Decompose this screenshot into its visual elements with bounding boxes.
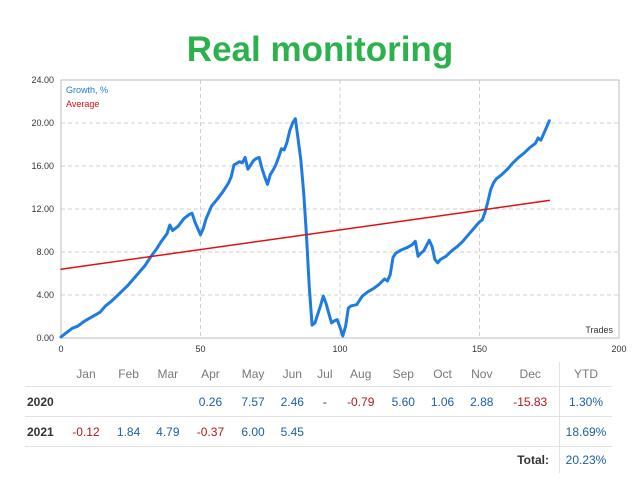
total-label: Total: xyxy=(517,453,549,467)
month-return-cell xyxy=(462,416,502,447)
legend-growth: Growth, % xyxy=(66,85,108,95)
ytd-cell: 18.69% xyxy=(559,416,612,447)
total-value: 20.23% xyxy=(559,446,612,473)
month-return-cell: 7.57 xyxy=(233,386,273,417)
month-return-cell: 1.84 xyxy=(108,416,149,447)
y-tick-label: 12.00 xyxy=(31,204,54,214)
ytd-header: YTD xyxy=(559,362,612,387)
month-return-cell xyxy=(422,416,463,447)
month-return-cell: - xyxy=(311,386,338,417)
month-return-cell: 1.06 xyxy=(422,386,463,417)
y-tick-label: 8.00 xyxy=(36,247,54,257)
month-return-cell xyxy=(311,416,338,447)
month-return-cell xyxy=(108,386,149,417)
month-header: Sep xyxy=(383,362,423,387)
month-return-cell xyxy=(63,386,109,417)
chart-series xyxy=(59,117,551,339)
month-return-cell: 6.00 xyxy=(233,416,273,447)
month-return-cell: -0.79 xyxy=(337,386,384,417)
x-tick-label: 0 xyxy=(58,344,63,354)
x-axis-ticks: 0 50 100 150 200 xyxy=(58,344,626,354)
month-header: Oct xyxy=(422,362,463,387)
monthly-returns-table: Jan Feb Mar Apr May Jun Jul Aug Sep Oct Nov Dec YTD … xyxy=(25,362,612,473)
total-row: Total: 20.23% xyxy=(25,446,612,473)
y-axis-ticks: 0.00 4.00 8.00 12.00 16.00 20.00 24.00 xyxy=(31,75,54,343)
y-tick-label: 20.00 xyxy=(31,118,54,128)
month-header: Jun xyxy=(272,362,312,387)
y-tick-label: 0.00 xyxy=(36,333,54,343)
month-header: Apr xyxy=(187,362,234,387)
month-return-cell: 2.88 xyxy=(462,386,502,417)
growth-chart: 0.00 4.00 8.00 12.00 16.00 20.00 24.00 0 50 100 1… xyxy=(31,75,626,354)
month-return-cell: 2.46 xyxy=(272,386,312,417)
month-return-cell: -0.37 xyxy=(187,416,234,447)
year-label: 2020 xyxy=(25,386,63,417)
y-tick-label: 24.00 xyxy=(31,75,54,85)
month-header: Nov xyxy=(462,362,502,387)
x-tick-label: 50 xyxy=(195,344,205,354)
average-series-line xyxy=(60,199,551,270)
month-header: Dec xyxy=(501,362,560,387)
month-return-cell: 0.26 xyxy=(187,386,234,417)
month-header: Aug xyxy=(337,362,384,387)
y-tick-label: 4.00 xyxy=(36,290,54,300)
year-label: 2021 xyxy=(25,416,63,447)
month-header: Mar xyxy=(148,362,188,387)
month-header: Jan xyxy=(63,362,109,387)
month-return-cell: -15.83 xyxy=(501,386,560,417)
x-tick-label: 100 xyxy=(332,344,347,354)
chart-grid xyxy=(61,80,619,338)
x-tick-label: 150 xyxy=(472,344,487,354)
month-return-cell xyxy=(337,416,384,447)
month-return-cell: 4.79 xyxy=(148,416,188,447)
month-header: May xyxy=(233,362,273,387)
y-tick-label: 16.00 xyxy=(31,161,54,171)
plot-area-frame xyxy=(60,79,620,339)
x-axis-note: Trades xyxy=(585,325,613,335)
month-return-cell xyxy=(148,386,188,417)
ytd-cell: 1.30% xyxy=(559,386,612,417)
year-row: 2020 0.26 7.57 2.46- -0.79 5.60 1.06 2.88 -15.83… xyxy=(25,386,612,417)
legend-average: Average xyxy=(66,99,99,109)
month-return-cell: -0.12 xyxy=(63,416,109,447)
month-return-cell xyxy=(383,416,423,447)
month-header: Feb xyxy=(108,362,149,387)
month-return-cell xyxy=(501,416,560,447)
page-title: Real monitoring xyxy=(186,30,454,69)
month-header: Jul xyxy=(311,362,338,387)
growth-series-line xyxy=(59,117,551,339)
header-year-spacer xyxy=(25,362,63,387)
table-header-row: Jan Feb Mar Apr May Jun Jul Aug Sep Oct Nov Dec YTD xyxy=(25,362,612,387)
month-return-cell: 5.45 xyxy=(272,416,312,447)
year-row: 2021 -0.12 1.84 4.79 -0.37 6.00 5.45 18.69% xyxy=(25,416,612,447)
month-return-cell: 5.60 xyxy=(383,386,423,417)
x-tick-label: 200 xyxy=(611,344,626,354)
